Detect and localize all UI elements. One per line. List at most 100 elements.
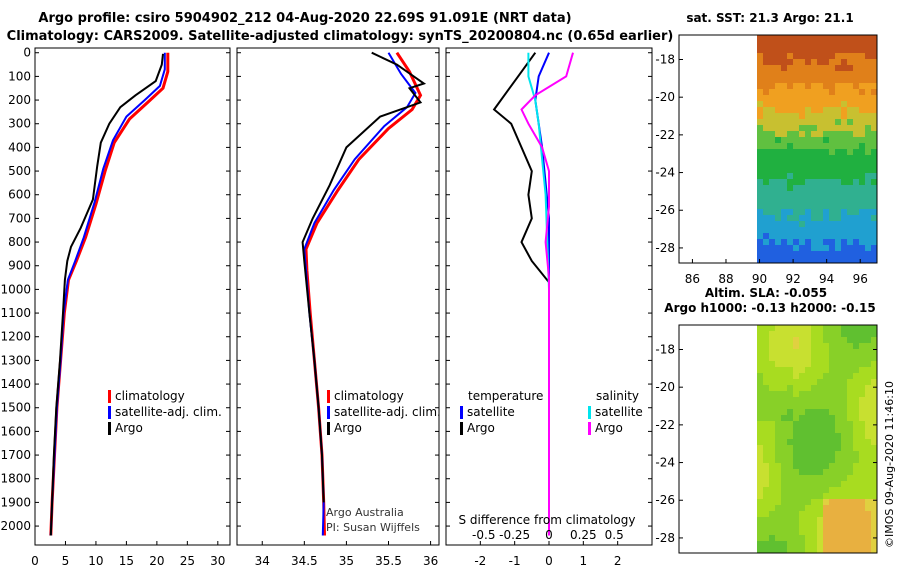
sst-cell	[769, 179, 776, 186]
sla-cell	[757, 337, 764, 344]
sst-cell	[793, 191, 800, 198]
sst-cell	[811, 137, 818, 144]
sst-cell	[811, 119, 818, 126]
sst-cell	[823, 221, 830, 228]
sst-cell	[811, 113, 818, 120]
sst-cell	[865, 251, 872, 258]
sla-cell	[757, 475, 764, 482]
sla-cell	[847, 469, 854, 476]
sst-cell	[835, 101, 842, 108]
sla-cell	[781, 355, 788, 362]
temperature-legend: climatology satellite-adj. clim. Argo	[108, 389, 222, 435]
sla-cell	[817, 361, 824, 368]
sla-cell	[787, 523, 794, 530]
sst-cell	[757, 215, 764, 222]
sst-cell	[775, 65, 782, 72]
x-tick-label: 36	[423, 554, 438, 568]
sst-cell	[829, 179, 836, 186]
sla-cell	[871, 415, 878, 422]
sst-cell	[811, 203, 818, 210]
sla-cell	[853, 505, 860, 512]
sla-cell	[847, 523, 854, 530]
sla-cell	[859, 487, 866, 494]
sla-cell	[817, 433, 824, 440]
sst-cell	[847, 251, 854, 258]
sla-cell	[853, 349, 860, 356]
sla-cell	[823, 463, 830, 470]
sst-cell	[865, 47, 872, 54]
sst-cell	[781, 239, 788, 246]
sst-cell	[835, 197, 842, 204]
sla-cell	[835, 325, 842, 332]
sla-cell	[859, 433, 866, 440]
sla-cell	[841, 469, 848, 476]
sst-cell	[775, 203, 782, 210]
sla-cell	[853, 463, 860, 470]
sla-cell	[829, 511, 836, 518]
sla-cell	[775, 361, 782, 368]
sst-cell	[829, 35, 836, 42]
sla-cell	[817, 331, 824, 338]
sla-cell	[835, 331, 842, 338]
sla-cell	[763, 457, 770, 464]
sst-cell	[853, 83, 860, 90]
sla-cell	[799, 385, 806, 392]
sla-cell	[775, 469, 782, 476]
sst-cell	[781, 113, 788, 120]
sla-cell	[799, 349, 806, 356]
sla-cell	[781, 385, 788, 392]
sla-cell	[769, 493, 776, 500]
sla-cell	[781, 397, 788, 404]
sla-cell	[757, 373, 764, 380]
sla-cell	[847, 349, 854, 356]
sst-cell	[835, 47, 842, 54]
sst-cell	[781, 125, 788, 132]
y-tick-label: 1100	[0, 306, 31, 320]
sst-cell	[775, 197, 782, 204]
sst-cell	[805, 95, 812, 102]
sla-cell	[811, 409, 818, 416]
sla-cell	[865, 523, 872, 530]
sla-cell	[787, 487, 794, 494]
sla-cell	[811, 445, 818, 452]
sst-cell	[787, 47, 794, 54]
sla-cell	[775, 463, 782, 470]
sst-cell	[871, 65, 878, 72]
x-tick-label: 25	[180, 554, 195, 568]
sst-cell	[823, 173, 830, 180]
sst-cell	[829, 221, 836, 228]
sla-cell	[787, 439, 794, 446]
sla-cell	[847, 391, 854, 398]
sst-cell	[841, 185, 848, 192]
sst-cell	[775, 71, 782, 78]
sst-cell	[763, 251, 770, 258]
sst-cell	[781, 245, 788, 252]
sla-cell	[781, 529, 788, 536]
series-t-argo	[492, 52, 550, 503]
sla-cell	[823, 385, 830, 392]
legend-swatch-argo	[327, 422, 330, 435]
sla-cell	[805, 523, 812, 530]
sst-cell	[865, 179, 872, 186]
sst-cell	[787, 191, 794, 198]
sla-cell	[817, 475, 824, 482]
sst-cell	[811, 173, 818, 180]
sst-cell	[865, 143, 872, 150]
sst-cell	[823, 143, 830, 150]
sst-map-frame	[678, 34, 878, 264]
sla-cell	[841, 343, 848, 350]
sst-cell	[781, 41, 788, 48]
sla-cell	[811, 517, 818, 524]
sst-cell	[835, 227, 842, 234]
legend-swatch-argo	[108, 422, 111, 435]
sst-cell	[781, 257, 788, 264]
sla-cell	[781, 379, 788, 386]
sst-cell	[835, 257, 842, 264]
sst-cell	[829, 137, 836, 144]
sla-cell	[835, 349, 842, 356]
sla-cell	[835, 385, 842, 392]
sla-cell	[805, 385, 812, 392]
sla-cell	[805, 337, 812, 344]
sst-cell	[829, 65, 836, 72]
sst-cell	[835, 125, 842, 132]
